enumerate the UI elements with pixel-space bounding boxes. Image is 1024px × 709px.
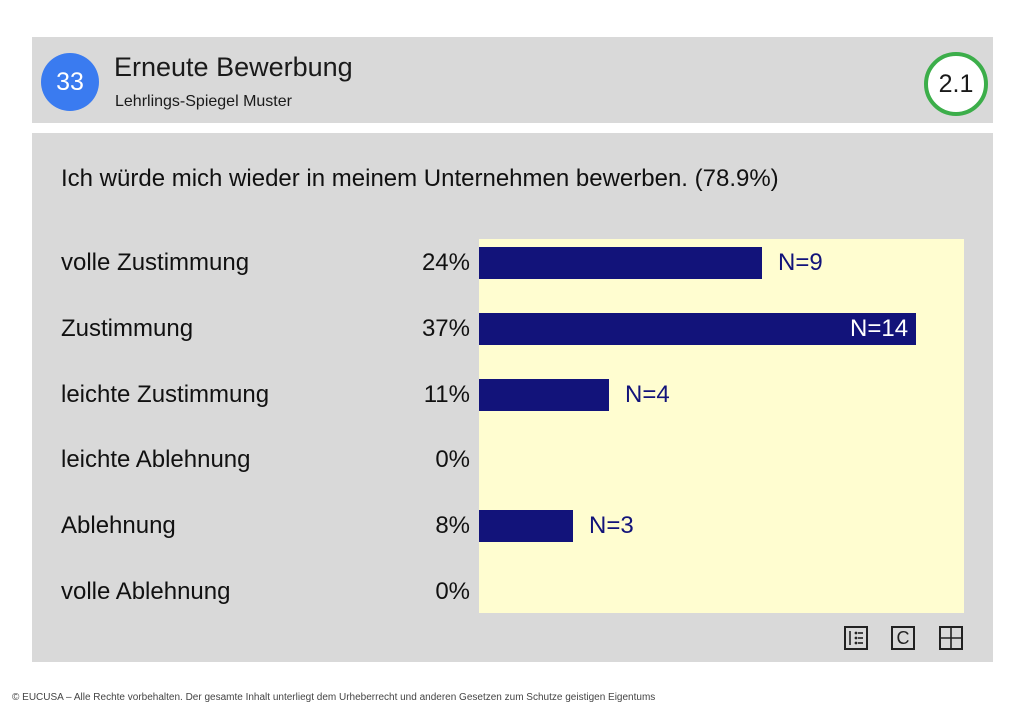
section-badge: 2.1: [924, 52, 988, 116]
copyright-icon[interactable]: C: [891, 626, 915, 650]
header-panel: [32, 37, 993, 123]
category-label: Ablehnung: [61, 512, 176, 539]
bar: [479, 510, 573, 542]
percent-label: 8%: [435, 512, 470, 539]
bar: [479, 379, 609, 411]
n-count-label: N=4: [625, 381, 670, 408]
copyright-notice: © EUCUSA – Alle Rechte vorbehalten. Der …: [12, 692, 656, 703]
question-text: Ich würde mich wieder in meinem Unterneh…: [61, 165, 779, 192]
n-count-label: N=3: [589, 512, 634, 539]
percent-label: 37%: [421, 315, 470, 342]
plot-area: N=9 N=14 N=4 N=3: [479, 239, 964, 613]
n-count-label: N=9: [778, 249, 823, 276]
percent-label: 24%: [421, 249, 470, 276]
category-label: volle Zustimmung: [61, 249, 250, 276]
category-label: leichte Zustimmung: [61, 381, 270, 408]
bar: [479, 313, 916, 345]
category-label: volle Ablehnung: [61, 578, 231, 605]
page-subtitle: Lehrlings-Spiegel Muster: [115, 93, 292, 110]
page-number-badge: 33: [41, 53, 99, 111]
bar: [479, 247, 762, 279]
page-title: Erneute Bewerbung: [114, 52, 353, 82]
percent-label: 0%: [435, 578, 470, 605]
percent-label: 11%: [423, 381, 470, 408]
category-label: leichte Ablehnung: [61, 446, 251, 473]
grid-icon[interactable]: [939, 626, 963, 650]
category-label: Zustimmung: [61, 315, 194, 342]
n-count-label: N=14: [850, 315, 909, 342]
percent-label: 0%: [435, 446, 470, 473]
list-icon[interactable]: [844, 626, 868, 650]
